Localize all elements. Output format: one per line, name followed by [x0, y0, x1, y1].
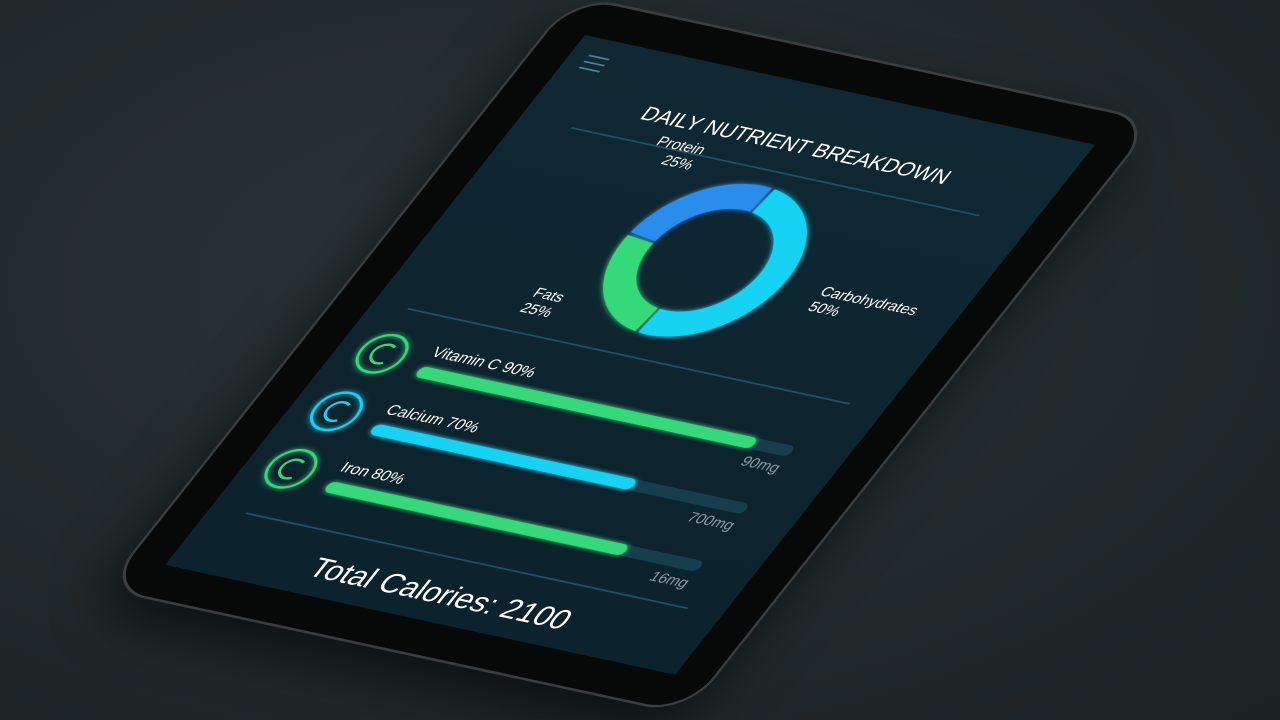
tablet: DAILY NUTRIENT BREAKDOWN Total Calories:… [107, 0, 1153, 713]
menu-line [578, 66, 601, 73]
screen: DAILY NUTRIENT BREAKDOWN Total Calories:… [165, 35, 1095, 675]
nutrient-amount: 90mg [737, 454, 784, 476]
bar-fill [325, 482, 628, 555]
donut-segment [603, 234, 658, 332]
donut-segment [638, 189, 807, 337]
nutrient-icon-glyph [369, 343, 397, 365]
nutrient-icon-glyph [278, 458, 306, 480]
nutrient-label: Iron 80% [336, 459, 410, 488]
nutrient-amount: 700mg [683, 510, 738, 534]
nutrient-icon-glyph [323, 401, 351, 423]
divider [570, 126, 980, 217]
bar-fill [371, 424, 636, 490]
total-calories: Total Calories: 2100 [302, 552, 580, 636]
segment-label: Fats [529, 286, 568, 306]
nutrient-amount: 16mg [646, 569, 693, 591]
menu-line [588, 54, 610, 61]
nutrient-icon [264, 448, 318, 489]
nutrient-icon [355, 333, 409, 374]
donut-segment [630, 183, 772, 242]
segment-label: Protein [652, 134, 709, 158]
nutrient-icon [309, 391, 364, 432]
menu-line [583, 60, 605, 67]
segment-value: 25% [657, 153, 697, 173]
menu-button[interactable] [578, 54, 610, 73]
segment-value: 50% [804, 299, 844, 319]
segment-value: 25% [516, 301, 556, 321]
divider [407, 308, 851, 405]
bar-fill [416, 367, 756, 448]
divider [245, 512, 689, 610]
dashboard: DAILY NUTRIENT BREAKDOWN Total Calories:… [245, 54, 980, 636]
